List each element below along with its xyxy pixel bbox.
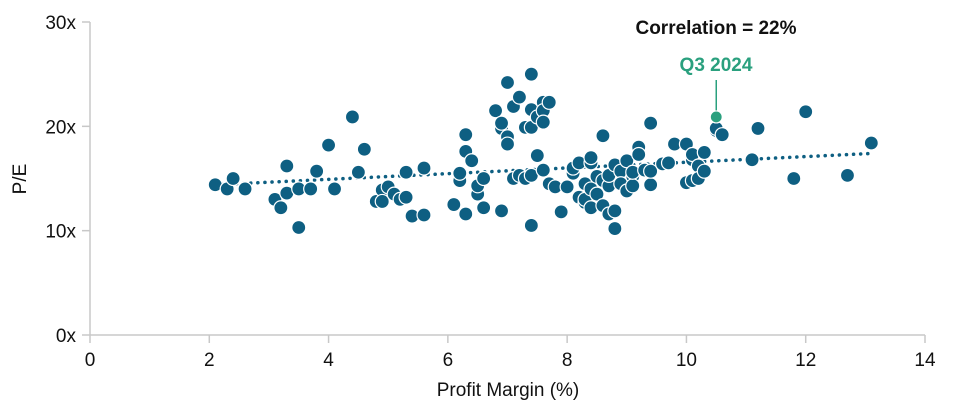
data-point xyxy=(696,144,712,161)
data-point xyxy=(225,170,241,187)
data-point xyxy=(631,146,647,163)
data-point xyxy=(541,94,557,110)
x-tick-label: 6 xyxy=(443,350,454,371)
data-point xyxy=(458,206,474,222)
data-point xyxy=(535,162,551,178)
data-point xyxy=(744,152,760,168)
data-point xyxy=(643,115,659,131)
data-point xyxy=(499,74,516,91)
data-point xyxy=(291,219,307,236)
highlight-label: Q3 2024 xyxy=(680,55,753,76)
data-point xyxy=(476,170,492,187)
data-point xyxy=(511,89,528,105)
data-point xyxy=(523,217,539,234)
x-tick-label: 12 xyxy=(795,350,816,371)
y-axis-title: P/E xyxy=(10,164,31,195)
data-point xyxy=(499,136,516,152)
data-point xyxy=(350,164,366,180)
data-point xyxy=(326,181,343,197)
x-tick-label: 8 xyxy=(562,350,573,371)
data-point xyxy=(344,109,361,125)
data-point xyxy=(798,104,814,120)
data-point xyxy=(398,189,414,205)
y-tick-label: 10x xyxy=(45,222,76,243)
data-point xyxy=(493,115,510,131)
data-point xyxy=(553,204,569,220)
data-point xyxy=(320,137,337,153)
data-point xyxy=(458,127,474,143)
data-point xyxy=(487,103,504,119)
data-point xyxy=(863,135,879,151)
data-point xyxy=(559,179,575,195)
correlation-annotation: Correlation = 22% xyxy=(635,18,796,39)
data-point xyxy=(607,203,623,219)
data-point xyxy=(523,66,539,82)
ticks-layer: 0x 10x 20x 30x 0 2 4 6 8 10 12 14 xyxy=(45,13,936,371)
data-point xyxy=(356,141,372,157)
highlight-layer xyxy=(709,80,723,124)
data-point xyxy=(309,163,325,179)
points-layer xyxy=(207,66,879,237)
data-point xyxy=(464,153,480,169)
data-point xyxy=(452,165,468,181)
x-tick-label: 0 xyxy=(85,350,96,371)
x-tick-label: 14 xyxy=(914,350,936,371)
data-point xyxy=(625,178,641,194)
data-point xyxy=(416,160,432,176)
highlight-point xyxy=(709,110,723,124)
x-tick-label: 10 xyxy=(676,350,697,371)
data-point xyxy=(374,193,390,210)
data-point xyxy=(750,120,766,137)
y-tick-label: 0x xyxy=(56,326,77,347)
data-point xyxy=(446,196,462,213)
data-point xyxy=(529,147,545,164)
data-point xyxy=(839,167,856,183)
data-point xyxy=(643,163,659,179)
data-point xyxy=(416,207,432,223)
axes-layer xyxy=(89,22,925,336)
y-tick-label: 30x xyxy=(45,13,76,34)
data-point xyxy=(583,150,599,166)
data-point xyxy=(696,163,712,179)
data-point xyxy=(493,203,510,219)
data-point xyxy=(714,127,730,143)
data-point xyxy=(595,128,611,144)
data-point xyxy=(786,170,802,187)
data-point xyxy=(476,200,492,216)
data-point xyxy=(237,181,253,197)
x-axis-title: Profit Margin (%) xyxy=(437,380,580,401)
data-point xyxy=(607,220,623,237)
data-point xyxy=(398,164,414,180)
data-point xyxy=(643,177,659,193)
data-point xyxy=(279,158,295,174)
x-tick-label: 2 xyxy=(204,350,215,371)
y-tick-label: 20x xyxy=(45,117,76,138)
data-point xyxy=(660,155,677,171)
data-point xyxy=(535,114,551,130)
data-point xyxy=(273,200,289,216)
data-point xyxy=(303,181,319,197)
x-tick-label: 4 xyxy=(323,350,334,371)
